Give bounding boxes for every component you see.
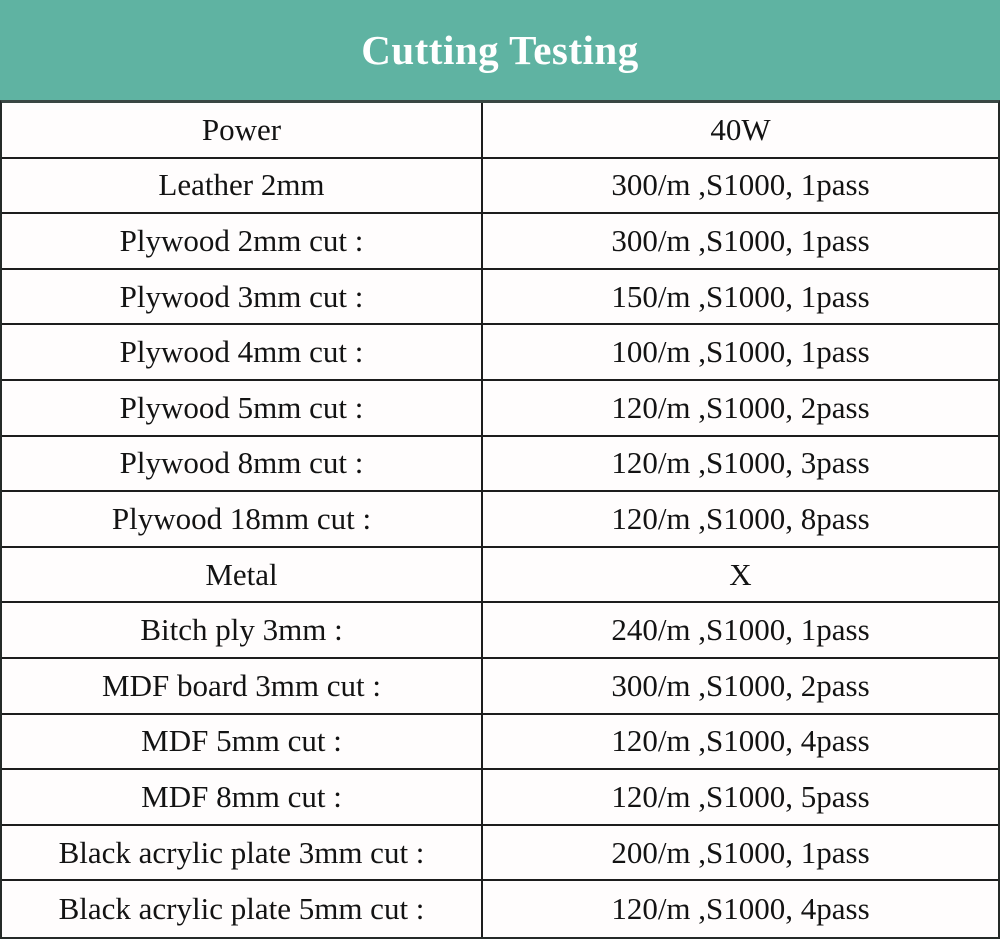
row-value-cell: 100/m ,S1000, 1pass xyxy=(611,334,870,370)
row-value-cell: 40W xyxy=(710,111,771,147)
table-row: Plywood 18mm cut : 120/m ,S1000, 8pass xyxy=(2,492,998,548)
row-label-cell: Plywood 18mm cut : xyxy=(2,492,483,546)
row-label-cell: Power xyxy=(2,103,483,157)
row-value-cell: 300/m ,S1000, 1pass xyxy=(611,167,870,203)
row-label-cell: Black acrylic plate 5mm cut : xyxy=(2,881,483,937)
table-row: MDF 8mm cut : 120/m ,S1000, 5pass xyxy=(2,770,998,826)
row-label-cell: Plywood 5mm cut : xyxy=(2,380,483,435)
row-value-cell: 240/m ,S1000, 1pass xyxy=(611,612,870,648)
row-value-cell: 300/m ,S1000, 1pass xyxy=(611,222,870,258)
table-row: Power 40W xyxy=(2,103,998,159)
cutting-testing-table: Power 40W Leather 2mm 300/m ,S1000, 1pas… xyxy=(0,100,1000,939)
table-row: Leather 2mm 300/m ,S1000, 1pass xyxy=(2,158,998,215)
table-row: Black acrylic plate 5mm cut : 120/m ,S10… xyxy=(2,881,998,937)
row-label-cell: MDF board 3mm cut : xyxy=(2,658,483,713)
row-value-cell: 150/m ,S1000, 1pass xyxy=(611,278,870,314)
row-value-cell: X xyxy=(729,556,752,592)
table-row: Plywood 3mm cut : 150/m ,S1000, 1pass xyxy=(2,269,998,326)
row-label-cell: MDF 5mm cut : xyxy=(2,714,483,769)
row-value-cell: 300/m ,S1000, 2pass xyxy=(611,667,870,703)
table-row: MDF board 3mm cut : 300/m ,S1000, 2pass xyxy=(2,658,998,715)
row-label-cell: Leather 2mm xyxy=(2,158,483,213)
row-value-cell: 120/m ,S1000, 4pass xyxy=(611,723,870,759)
table-row: Plywood 5mm cut : 120/m ,S1000, 2pass xyxy=(2,380,998,437)
title-banner: Cutting Testing xyxy=(0,0,1000,100)
table-row: Metal X xyxy=(2,547,998,604)
table-row: Plywood 2mm cut : 300/m ,S1000, 1pass xyxy=(2,214,998,270)
row-label-cell: Bitch ply 3mm : xyxy=(2,603,483,657)
row-label-cell: Metal xyxy=(2,547,483,602)
page-title: Cutting Testing xyxy=(361,27,639,73)
row-label-cell: Plywood 3mm cut : xyxy=(2,269,483,324)
row-value-cell: 120/m ,S1000, 5pass xyxy=(611,778,870,814)
table-row: Black acrylic plate 3mm cut : 200/m ,S10… xyxy=(2,825,998,882)
row-value-cell: 200/m ,S1000, 1pass xyxy=(611,834,870,870)
row-value-cell: 120/m ,S1000, 3pass xyxy=(611,445,870,481)
table-row: Plywood 8mm cut : 120/m ,S1000, 3pass xyxy=(2,436,998,493)
row-value-cell: 120/m ,S1000, 2pass xyxy=(611,389,870,425)
row-value-cell: 120/m ,S1000, 4pass xyxy=(611,891,870,927)
table-row: Bitch ply 3mm : 240/m ,S1000, 1pass xyxy=(2,603,998,659)
table-row: Plywood 4mm cut : 100/m ,S1000, 1pass xyxy=(2,325,998,381)
row-label-cell: MDF 8mm cut : xyxy=(2,770,483,824)
row-label-cell: Plywood 4mm cut : xyxy=(2,325,483,379)
row-label-cell: Plywood 2mm cut : xyxy=(2,214,483,268)
row-label-cell: Plywood 8mm cut : xyxy=(2,436,483,491)
row-label-cell: Black acrylic plate 3mm cut : xyxy=(2,825,483,880)
row-value-cell: 120/m ,S1000, 8pass xyxy=(611,500,870,536)
table-row: MDF 5mm cut : 120/m ,S1000, 4pass xyxy=(2,714,998,771)
